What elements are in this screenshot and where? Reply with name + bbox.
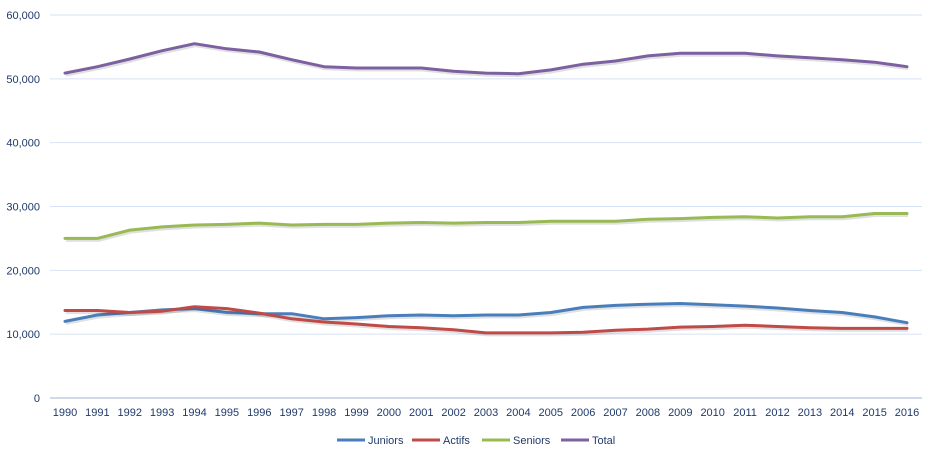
legend-label: Total xyxy=(592,435,615,447)
x-tick-label: 2012 xyxy=(765,407,789,419)
legend-label: Juniors xyxy=(368,435,404,447)
x-tick-label: 1999 xyxy=(344,407,368,419)
series-line-juniors xyxy=(63,302,909,325)
x-tick-label: 2013 xyxy=(798,407,822,419)
series-shadow xyxy=(65,304,909,327)
x-tick-label: 2004 xyxy=(506,407,530,419)
x-tick-label: 2001 xyxy=(409,407,433,419)
series-line-seniors xyxy=(63,212,909,240)
x-tick-label: 1990 xyxy=(53,407,77,419)
x-tick-label: 2002 xyxy=(441,407,465,419)
x-tick-label: 2016 xyxy=(895,407,919,419)
y-tick-label: 0 xyxy=(34,393,40,405)
x-tick-label: 2010 xyxy=(700,407,724,419)
gridlines xyxy=(50,14,922,399)
x-tick-label: 2003 xyxy=(474,407,498,419)
x-tick-label: 1997 xyxy=(279,407,303,419)
legend-label: Seniors xyxy=(513,435,551,447)
y-axis-ticks: 0 10,000 20,000 30,000 40,000 50,000 60,000 xyxy=(6,10,40,405)
series-line-actifs xyxy=(63,305,909,335)
x-tick-label: 2015 xyxy=(862,407,886,419)
legend-item-juniors: Juniors xyxy=(337,435,404,447)
legend-label: Actifs xyxy=(443,435,470,447)
y-tick-label: 40,000 xyxy=(6,138,40,150)
series-shadow xyxy=(66,307,908,337)
x-tick-label: 1996 xyxy=(247,407,271,419)
x-tick-label: 1991 xyxy=(85,407,109,419)
series-line-total xyxy=(63,42,909,76)
x-tick-label: 2011 xyxy=(733,407,757,419)
legend-item-actifs: Actifs xyxy=(412,435,470,447)
x-tick-label: 2000 xyxy=(377,407,401,419)
x-tick-label: 2009 xyxy=(668,407,692,419)
y-tick-label: 20,000 xyxy=(6,265,40,277)
x-tick-label: 2008 xyxy=(636,407,660,419)
x-tick-label: 1994 xyxy=(182,407,206,419)
y-tick-label: 50,000 xyxy=(6,74,40,86)
x-tick-label: 2014 xyxy=(830,407,854,419)
series-shadow xyxy=(65,44,909,78)
legend-item-seniors: Seniors xyxy=(482,435,551,447)
x-tick-label: 1995 xyxy=(215,407,239,419)
y-tick-label: 30,000 xyxy=(6,202,40,214)
x-tick-label: 1998 xyxy=(312,407,336,419)
x-tick-label: 1993 xyxy=(150,407,174,419)
series-lines xyxy=(63,42,909,337)
legend-item-total: Total xyxy=(561,435,615,447)
x-tick-label: 1992 xyxy=(118,407,142,419)
y-tick-label: 10,000 xyxy=(6,329,40,341)
x-tick-label: 2006 xyxy=(571,407,595,419)
x-tick-label: 2005 xyxy=(539,407,563,419)
legend: Juniors Actifs Seniors Total xyxy=(337,435,615,447)
series-shadow xyxy=(66,214,908,242)
y-tick-label: 60,000 xyxy=(6,10,40,22)
x-tick-label: 2007 xyxy=(603,407,627,419)
x-axis-ticks: 1990 1991 1992 1993 1994 1995 1996 1997 1998 1999… xyxy=(53,407,919,419)
